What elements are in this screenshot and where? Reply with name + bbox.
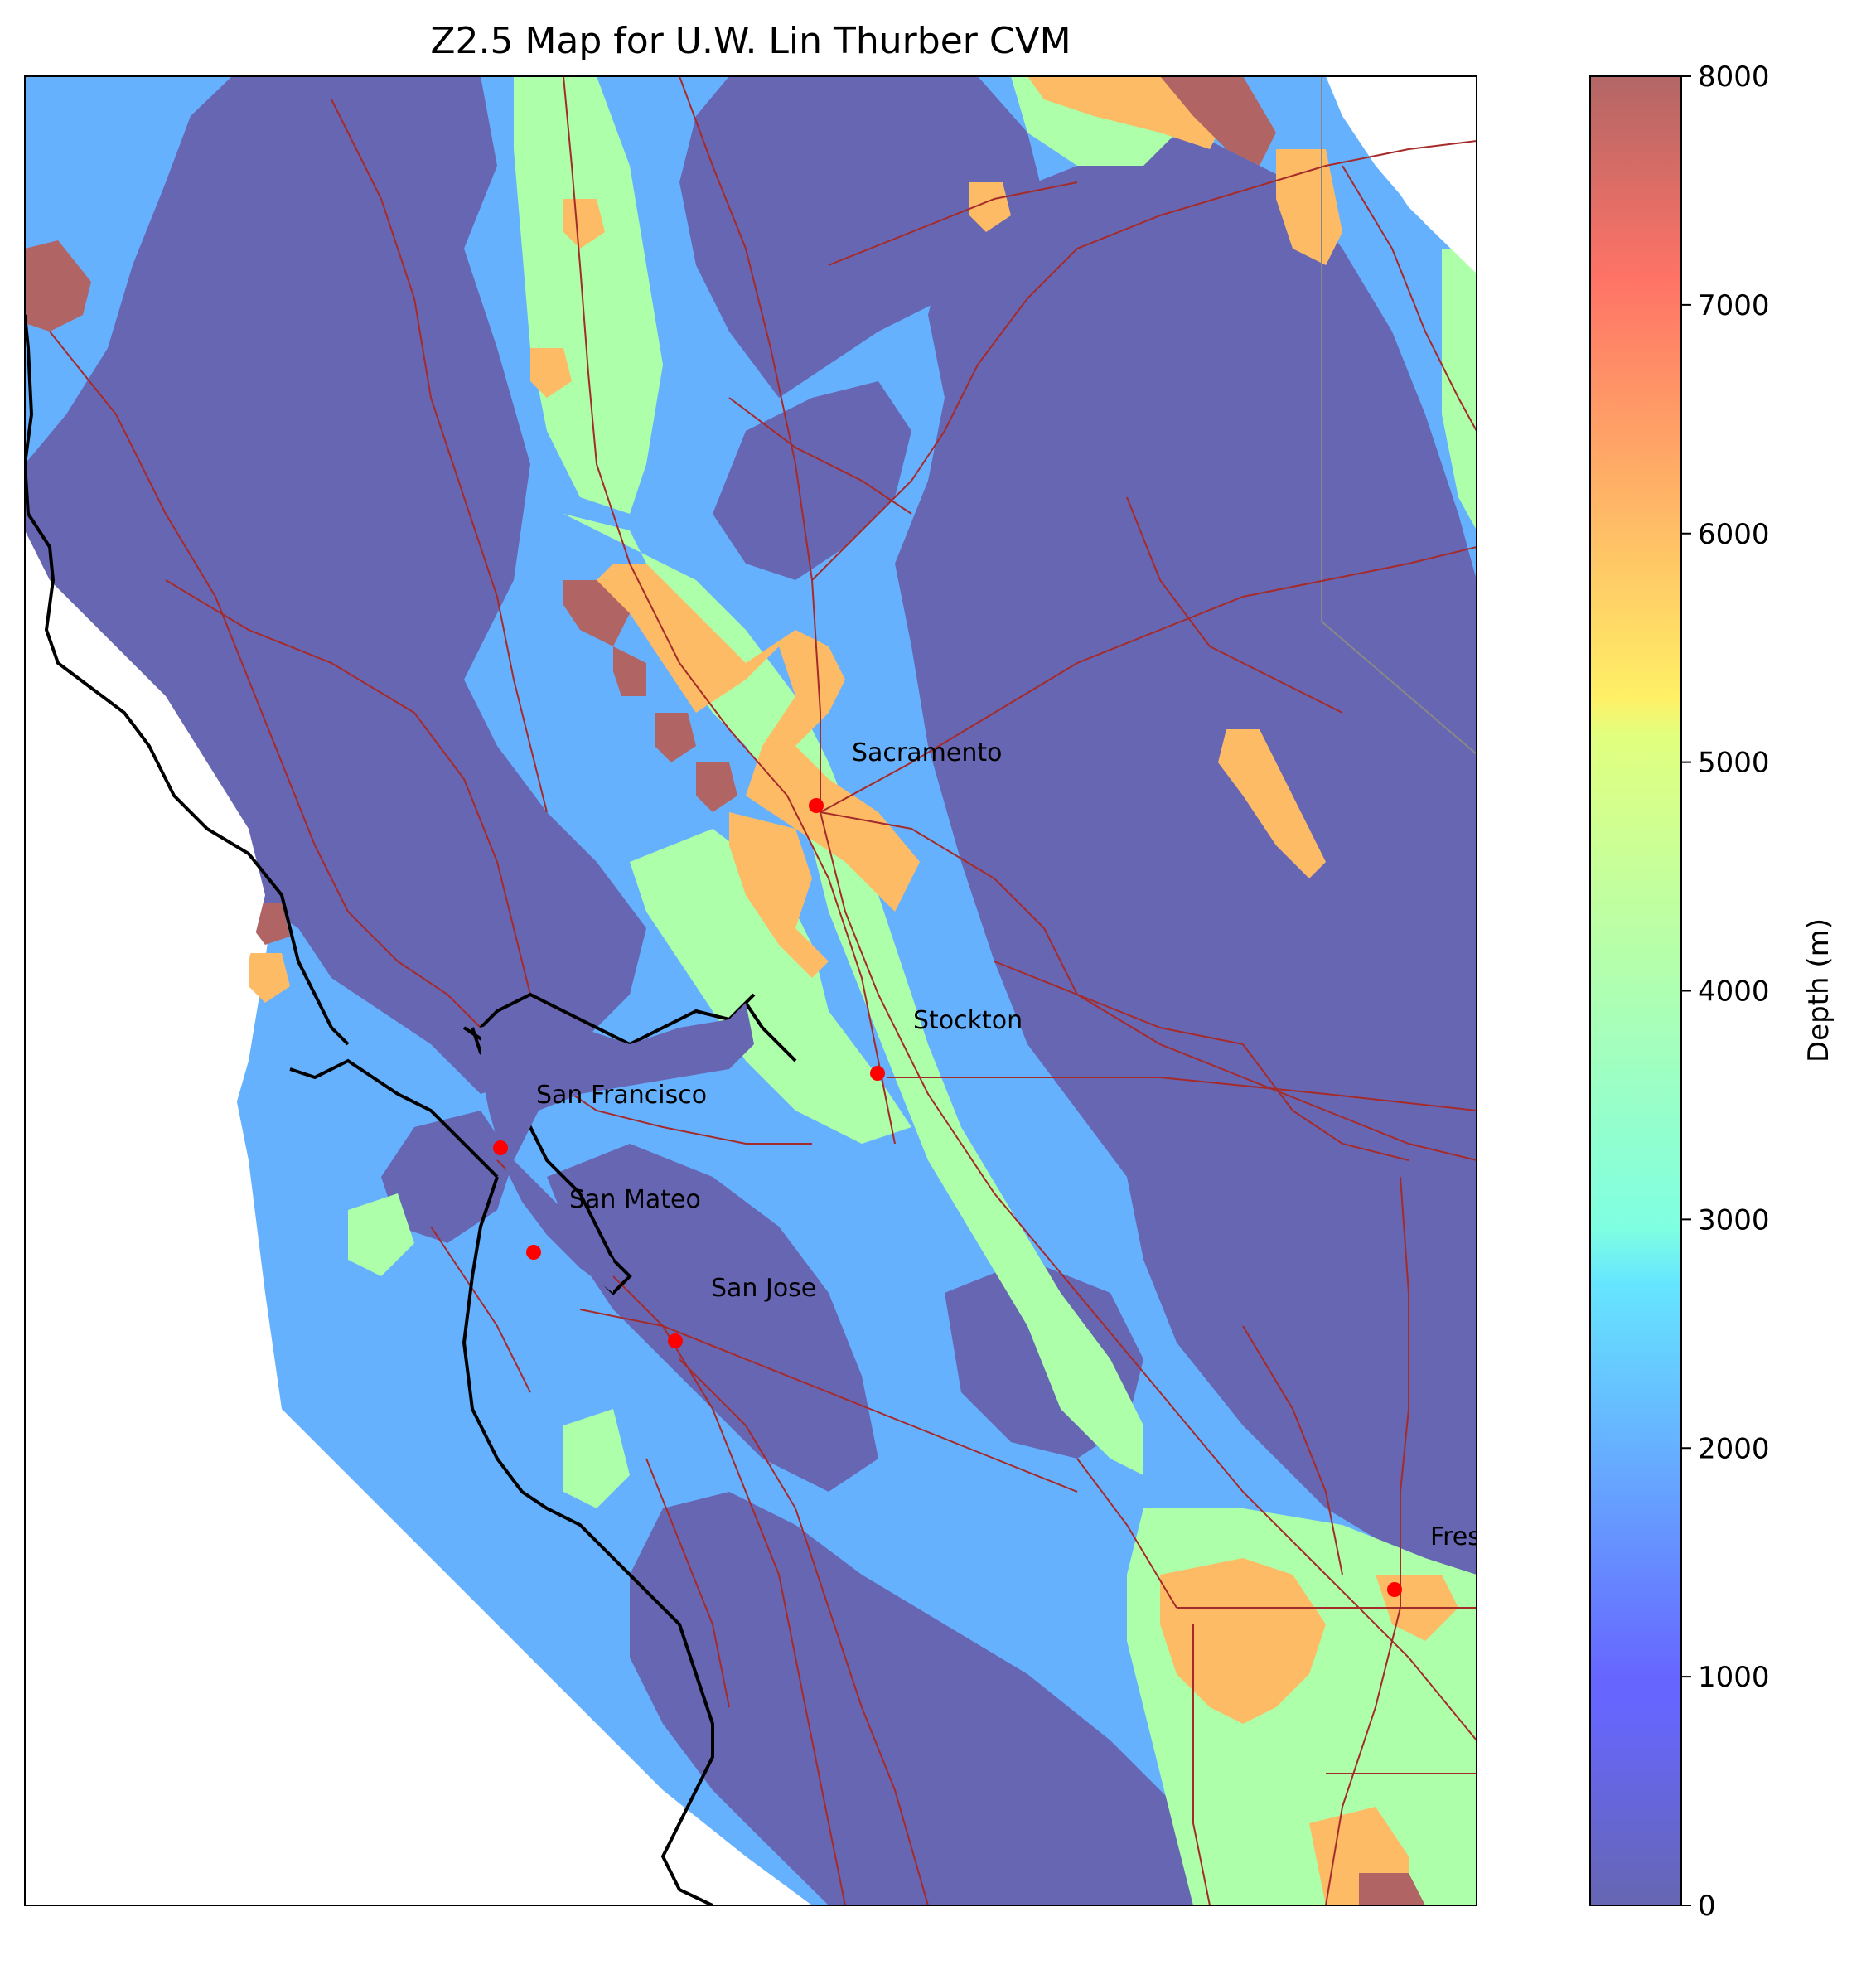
depth-zone-brown xyxy=(25,76,1425,1905)
depth-zone-orange xyxy=(249,76,1458,1905)
colorbar-tick-label: 1000 xyxy=(1698,1661,1770,1694)
city-marker-stockton[interactable] xyxy=(870,1066,885,1081)
city-marker-san-francisco[interactable] xyxy=(493,1140,508,1155)
city-marker-fresno[interactable] xyxy=(1387,1582,1402,1597)
colorbar-tick-label: 6000 xyxy=(1698,518,1770,551)
colorbar-tick-label: 0 xyxy=(1698,1890,1716,1923)
outside-area-east xyxy=(1326,76,1477,273)
colorbar-tick-label: 2000 xyxy=(1698,1432,1770,1465)
city-label-san-mateo: San Mateo xyxy=(569,1185,701,1214)
city-label-sacramento: Sacramento xyxy=(852,738,1002,767)
colorbar-tick-label: 7000 xyxy=(1698,289,1770,322)
ocean-area xyxy=(25,1077,679,1905)
city-labels: Sacramento Stockton San Francisco San Ma… xyxy=(536,738,1511,1551)
colorbar-ticks: 0 1000 2000 3000 4000 5000 6000 7000 8000 xyxy=(1681,60,1770,1923)
colorbar: 0 1000 2000 3000 4000 5000 6000 7000 8000 Depth … xyxy=(1589,60,1835,1923)
colorbar-gradient xyxy=(1590,76,1681,1905)
colorbar-tick-label: 3000 xyxy=(1698,1203,1770,1237)
city-markers xyxy=(493,798,1402,1597)
colorbar-tick-label: 4000 xyxy=(1698,975,1770,1009)
city-label-fresno: Fresno xyxy=(1430,1522,1511,1551)
city-marker-san-mateo[interactable] xyxy=(526,1245,541,1260)
depth-zone-purple xyxy=(25,76,1477,1905)
road-network xyxy=(49,76,1477,1905)
colorbar-tick-label: 5000 xyxy=(1698,747,1770,780)
city-marker-sacramento[interactable] xyxy=(809,798,824,813)
state-boundary xyxy=(1321,76,1477,755)
map-frame xyxy=(24,75,1477,1906)
ocean-area-north xyxy=(25,530,265,1077)
map-title: Z2.5 Map for U.W. Lin Thurber CVM xyxy=(430,20,1071,62)
colorbar-tick-label: 8000 xyxy=(1698,60,1770,94)
city-marker-san-jose[interactable] xyxy=(668,1333,683,1348)
city-label-san-jose: San Jose xyxy=(711,1274,816,1303)
city-label-stockton: Stockton xyxy=(913,1006,1023,1035)
bay-area xyxy=(481,1003,754,1293)
colorbar-label: Depth (m) xyxy=(1802,918,1835,1062)
city-label-san-francisco: San Francisco xyxy=(536,1081,707,1110)
map-area: Sacramento Stockton San Francisco San Ma… xyxy=(25,76,1511,1905)
